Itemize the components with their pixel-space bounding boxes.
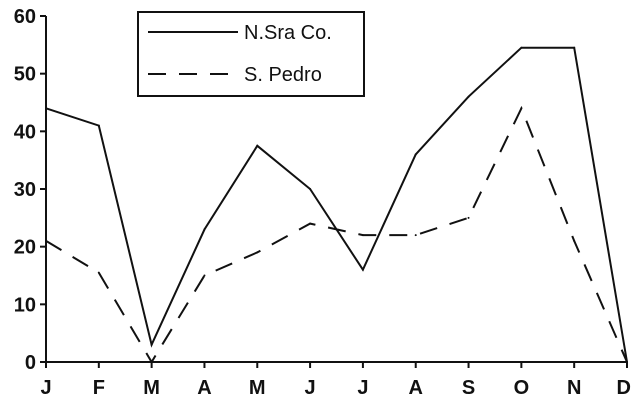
y-tick-label: 0 bbox=[25, 352, 36, 374]
x-tick-label: M bbox=[143, 377, 160, 399]
x-tick-label: M bbox=[249, 377, 266, 399]
data-point-series-1 bbox=[467, 216, 470, 219]
data-point-series-1 bbox=[573, 239, 576, 242]
y-tick-label: 60 bbox=[14, 6, 36, 28]
data-point-series-0 bbox=[520, 46, 523, 49]
data-point-series-1 bbox=[45, 239, 47, 242]
data-point-series-0 bbox=[203, 228, 206, 231]
x-tick-label: J bbox=[40, 377, 51, 399]
x-tick-label: D bbox=[617, 377, 631, 399]
y-axis-ticks: 0 10 20 30 40 50 60 bbox=[14, 6, 46, 374]
x-tick-label: S bbox=[462, 377, 475, 399]
data-point-series-0 bbox=[309, 188, 312, 190]
data-point-series-0 bbox=[97, 124, 100, 127]
y-tick-label: 40 bbox=[14, 121, 36, 143]
x-tick-label: F bbox=[93, 377, 105, 399]
series-lines bbox=[45, 46, 628, 364]
y-tick-label: 10 bbox=[14, 294, 36, 316]
x-tick-label: J bbox=[357, 377, 368, 399]
legend-label-series-1: S. Pedro bbox=[244, 64, 322, 86]
data-point-series-0 bbox=[414, 153, 417, 156]
data-point-series-1 bbox=[150, 361, 153, 363]
data-point-series-1 bbox=[414, 234, 417, 237]
y-tick-label: 30 bbox=[14, 179, 36, 201]
legend-box bbox=[137, 11, 365, 97]
series-line-1 bbox=[45, 105, 628, 364]
data-point-series-1 bbox=[97, 271, 100, 274]
x-tick-label: J bbox=[305, 377, 316, 399]
data-point-series-0 bbox=[45, 107, 47, 110]
data-point-series-1 bbox=[256, 251, 259, 254]
x-tick-label: A bbox=[409, 377, 423, 399]
x-tick-label: O bbox=[514, 377, 530, 399]
data-point-series-1 bbox=[203, 274, 206, 277]
legend: N.Sra Co. S. Pedro bbox=[137, 11, 365, 97]
x-tick-label: A bbox=[197, 377, 211, 399]
data-point-series-0 bbox=[256, 144, 259, 147]
data-point-series-0 bbox=[467, 95, 470, 98]
data-point-series-1 bbox=[520, 107, 523, 110]
x-tick-label: N bbox=[567, 377, 581, 399]
data-point-series-0 bbox=[573, 46, 576, 49]
y-tick-label: 20 bbox=[14, 237, 36, 259]
data-point-series-0 bbox=[361, 268, 364, 271]
data-point-series-0 bbox=[150, 343, 153, 346]
data-point-series-1 bbox=[309, 222, 312, 225]
data-point-series-1 bbox=[626, 361, 628, 363]
y-tick-label: 50 bbox=[14, 64, 36, 86]
data-point-series-1 bbox=[361, 234, 364, 237]
legend-label-series-0: N.Sra Co. bbox=[244, 22, 332, 44]
